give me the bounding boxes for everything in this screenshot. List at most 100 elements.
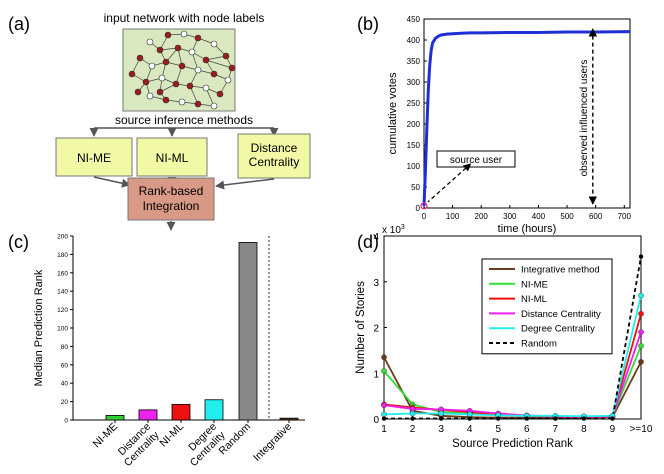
network-node-labeled	[178, 62, 186, 70]
method-label-ni-ml: NI-ML	[156, 151, 189, 165]
network-node-labeled	[216, 90, 224, 98]
network-node-labeled	[156, 88, 164, 96]
network-node-labeled	[136, 54, 144, 62]
method-label-distance-centrality: Distance Centrality	[249, 141, 300, 169]
y-tick-label-d: 4	[373, 232, 379, 243]
x-tick-label-d: 9	[610, 424, 616, 435]
y-axis-label-d: Number of Stories	[355, 281, 367, 374]
y-tick-label-b: 300	[407, 78, 421, 87]
panel-label-d: (d)	[357, 232, 379, 252]
y-tick-label-b: 50	[411, 183, 420, 192]
series-line-d	[384, 256, 642, 420]
x-tick-label-d: 2	[410, 424, 416, 435]
network-box	[122, 28, 236, 112]
network-node-labeled	[222, 52, 230, 60]
bar-c	[171, 403, 191, 421]
x-tick-label-b: 0	[422, 212, 427, 221]
diagram-title: input network with node labels	[104, 11, 265, 25]
method-box-distance-centrality	[237, 133, 311, 179]
series-marker-d	[496, 416, 501, 421]
y-tick-label-c: 100	[57, 326, 68, 333]
source-user-label: source user	[450, 155, 503, 166]
series-marker-d	[438, 410, 444, 417]
series-marker-d	[638, 329, 644, 335]
x-tick-label-d: 7	[553, 424, 559, 435]
series-marker-d	[553, 416, 558, 421]
source-user-point	[420, 202, 428, 210]
panel-label-a: (a)	[8, 14, 30, 34]
source-user-box	[436, 150, 516, 168]
network-node-unlabeled	[180, 30, 188, 38]
network-node-unlabeled	[210, 102, 218, 110]
network-node-unlabeled	[188, 48, 196, 56]
methods-label: source inference methods	[115, 113, 253, 127]
network-node-labeled	[202, 56, 210, 64]
series-marker-d	[638, 359, 644, 365]
series-marker-d	[438, 416, 444, 421]
x-tick-label-d: 3	[438, 424, 444, 435]
y-tick-label-c: 80	[61, 344, 69, 351]
y-tick-label-c: 120	[57, 307, 68, 314]
network-node-labeled	[194, 100, 202, 108]
network-node-labeled	[134, 88, 142, 96]
network-node-labeled	[210, 70, 218, 78]
network-node-unlabeled	[148, 62, 156, 70]
x-tick-label-c: NI-ME	[91, 421, 121, 451]
series-marker-d	[467, 416, 472, 421]
network-node-labeled	[162, 58, 170, 66]
network-node-labeled	[128, 70, 136, 78]
y-tick-label-b: 200	[407, 120, 421, 129]
x-tick-label-d: >=10	[630, 424, 653, 435]
network-node-unlabeled	[178, 98, 186, 106]
integration-label: Rank-based Integration	[139, 184, 204, 213]
network-node-unlabeled	[146, 92, 154, 100]
network-node-labeled	[194, 34, 202, 42]
legend-d	[481, 258, 613, 355]
network-node-labeled	[162, 96, 170, 104]
method-label-ni-me: NI-ME	[77, 151, 111, 165]
bar-c	[105, 414, 125, 421]
bar-c	[204, 399, 224, 421]
network-node-labeled	[156, 46, 164, 54]
integration-box	[127, 177, 215, 221]
x-tick-label-d: 4	[467, 424, 473, 435]
y-tick-label-b: 350	[407, 57, 421, 66]
y-tick-label-b: 150	[407, 141, 421, 150]
series-line-d	[383, 295, 642, 418]
series-marker-d	[409, 410, 416, 417]
y-tick-label-d: 1	[373, 369, 379, 380]
method-box-ni-me	[55, 137, 133, 177]
bar-c	[238, 242, 258, 421]
x-tick-label-c: DistanceCentrality	[113, 420, 162, 469]
legend-label-d: Integrative method	[521, 265, 600, 276]
network-node-labeled	[174, 44, 182, 52]
y-tick-label-d: 0	[373, 415, 379, 426]
y-tick-label-c: 160	[57, 270, 68, 277]
chart-b: 0 50 100 150 200 250 300 350 400 450 0 100 200 300 400…	[387, 15, 631, 235]
x-tick-label-b: 500	[560, 212, 574, 221]
y-tick-label-c: 40	[61, 381, 69, 388]
network-node-unlabeled	[194, 66, 202, 74]
network-node-unlabeled	[146, 38, 154, 46]
y-tick-label-c: 200	[57, 234, 68, 241]
legend-label-d: Random	[521, 339, 557, 350]
network-graph	[128, 30, 236, 110]
bar-c	[138, 409, 158, 421]
y-multiplier-d: x 103	[382, 224, 405, 236]
legend-label-d: NI-ME	[521, 279, 548, 290]
y-tick-label-b: 100	[407, 162, 421, 171]
y-tick-label-c: 0	[64, 418, 68, 425]
x-tick-label-c: NI-ML	[157, 421, 186, 450]
network-edge	[205, 59, 233, 69]
y-tick-label-c: 60	[61, 362, 69, 369]
network-node-labeled	[186, 82, 194, 90]
y-tick-label-c: 20	[61, 399, 69, 406]
x-tick-label-d: 1	[381, 424, 387, 435]
network-node-unlabeled	[158, 74, 166, 82]
network-node-labeled	[228, 64, 236, 72]
series-marker-d	[466, 411, 473, 418]
series-marker-d	[381, 416, 387, 421]
x-tick-label-d: 8	[581, 424, 587, 435]
legend-label-d: NI-ML	[521, 294, 547, 305]
